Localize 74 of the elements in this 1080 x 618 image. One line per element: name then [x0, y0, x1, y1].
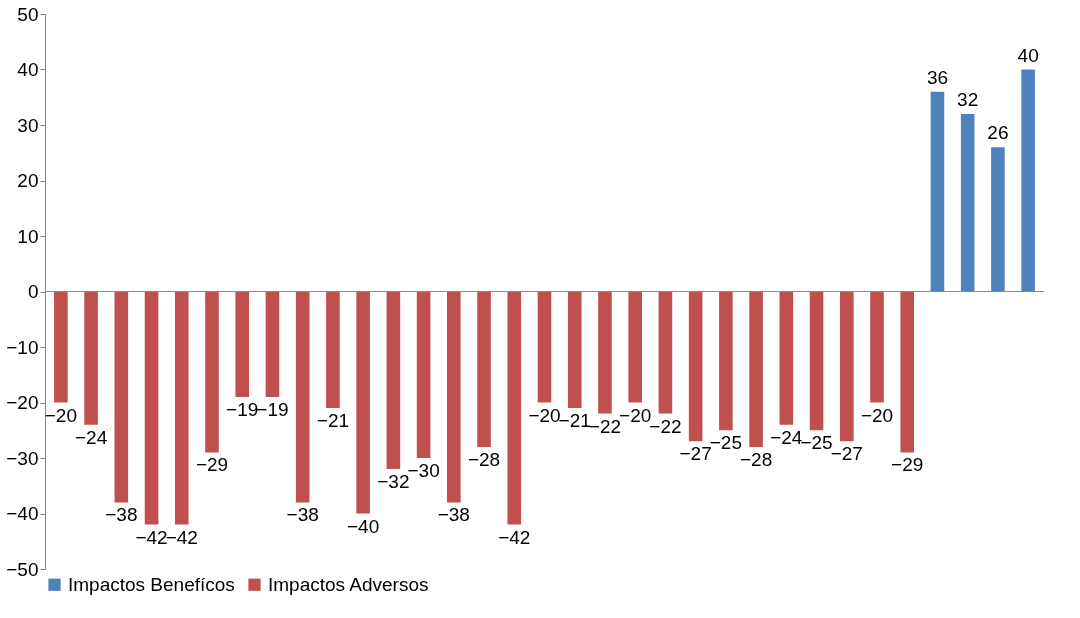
- data-label: −42: [498, 526, 531, 548]
- bar: [628, 291, 642, 403]
- y-tick-label: 20: [17, 170, 39, 191]
- bar: [447, 291, 461, 503]
- data-label: −19: [226, 398, 259, 420]
- data-label: −20: [619, 404, 652, 426]
- y-tick-label: −10: [6, 336, 39, 358]
- bar: [477, 291, 491, 447]
- data-label: −24: [74, 426, 108, 448]
- y-tick-label: −30: [6, 447, 39, 469]
- data-label: −27: [679, 443, 712, 465]
- bar: [144, 291, 159, 525]
- data-label: 26: [987, 122, 1009, 144]
- bar: [870, 291, 884, 403]
- bar: [295, 291, 310, 503]
- bar: [265, 291, 280, 397]
- bar: [900, 291, 915, 453]
- y-tick-label: 30: [17, 114, 39, 136]
- data-label: −25: [800, 432, 833, 454]
- bar: [779, 291, 794, 425]
- bar: [537, 291, 552, 403]
- bar: [930, 91, 945, 292]
- data-label: −21: [316, 410, 350, 432]
- bar: [114, 291, 129, 503]
- data-label: −40: [347, 515, 380, 537]
- data-label: −19: [256, 398, 289, 420]
- legend-label: Impactos Benefícos: [68, 573, 235, 595]
- data-label: −25: [709, 432, 742, 454]
- data-label: −20: [44, 404, 77, 426]
- y-tick-label: 10: [17, 225, 39, 247]
- bar: [839, 291, 854, 442]
- data-label: −28: [467, 448, 501, 470]
- bar: [719, 291, 733, 431]
- y-tick-label: 40: [17, 59, 39, 80]
- data-label: −32: [377, 471, 410, 493]
- y-tick-label: −50: [6, 558, 39, 580]
- bar: [749, 291, 763, 447]
- bar: [54, 291, 68, 403]
- bar: [1021, 69, 1035, 292]
- y-tick-label: 50: [17, 3, 39, 25]
- bar: [658, 291, 673, 414]
- bar: [567, 291, 582, 409]
- bar: [386, 291, 401, 470]
- y-tick-label: 0: [27, 281, 39, 302]
- data-label: 32: [957, 88, 979, 110]
- data-label: −38: [437, 504, 470, 526]
- bar: [205, 291, 219, 453]
- data-label: 36: [926, 66, 949, 88]
- data-label: −42: [165, 526, 198, 548]
- bar: [507, 291, 522, 525]
- bar: [235, 291, 250, 397]
- bar: [960, 113, 975, 292]
- data-label: −20: [860, 404, 894, 426]
- bar: [174, 291, 189, 525]
- bar: [356, 291, 370, 514]
- bar: [809, 291, 824, 431]
- y-tick-label: −40: [6, 503, 39, 524]
- bar: [688, 291, 703, 442]
- data-label: −29: [195, 454, 229, 476]
- y-tick-label: −20: [6, 392, 39, 413]
- data-label: −38: [105, 504, 138, 526]
- bar: [416, 291, 431, 458]
- data-label: −42: [135, 526, 168, 548]
- legend-label: Impactos Adversos: [268, 573, 429, 595]
- bar: [326, 291, 340, 409]
- bar: [991, 147, 1005, 292]
- data-label: −28: [739, 448, 773, 470]
- data-label: 40: [1017, 44, 1039, 66]
- data-label: −20: [528, 404, 561, 426]
- bar: [84, 291, 98, 425]
- data-label: −38: [286, 504, 319, 526]
- bar: [598, 291, 612, 414]
- data-label: −24: [770, 426, 803, 448]
- data-label: −29: [891, 454, 924, 476]
